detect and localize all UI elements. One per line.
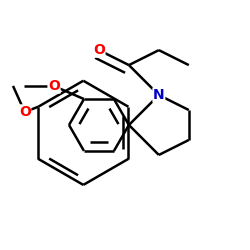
Text: N: N <box>153 88 165 102</box>
Text: O: O <box>48 79 60 93</box>
Text: O: O <box>19 105 31 119</box>
Text: O: O <box>93 43 105 57</box>
